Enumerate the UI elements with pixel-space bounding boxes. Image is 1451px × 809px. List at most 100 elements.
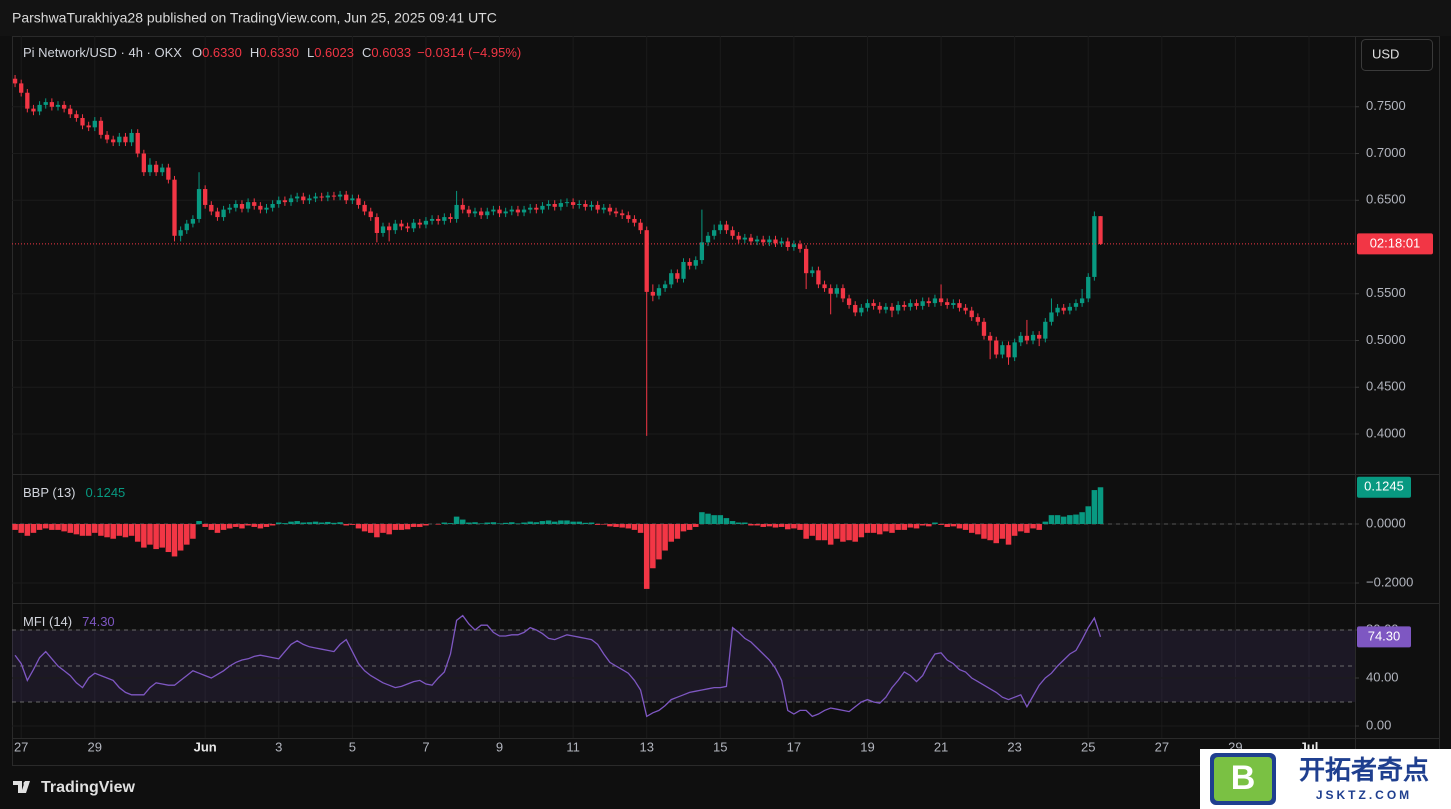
histogram-bar [594, 524, 601, 525]
histogram-bar [527, 521, 533, 525]
histogram-bar [735, 522, 742, 525]
x-tick-label: 3 [275, 739, 282, 754]
logo-dot [23, 781, 28, 786]
histogram-bar [938, 524, 944, 525]
histogram-bar [705, 513, 711, 525]
histogram-bar [815, 524, 822, 541]
candle-body [736, 235, 741, 240]
candle-body [834, 288, 839, 294]
candle-body [705, 235, 711, 243]
histogram-bar [1067, 515, 1073, 525]
candle-body [147, 164, 153, 173]
histogram-bar [282, 523, 288, 525]
candle-body [1000, 345, 1005, 355]
histogram-bar [153, 524, 159, 550]
candle-body [546, 204, 551, 206]
histogram-bar [1073, 514, 1079, 525]
candle-body [528, 207, 533, 210]
histogram-bar [294, 521, 300, 525]
candle-body [429, 218, 435, 221]
candle-body [31, 108, 36, 112]
candle-body [344, 194, 349, 201]
histogram-bar [913, 524, 920, 529]
histogram-bar [122, 524, 129, 538]
histogram-bar [159, 524, 166, 548]
histogram-bar [361, 524, 368, 532]
legend-ohlc-value: 0.6023 [314, 45, 354, 60]
histogram-bar [656, 524, 662, 560]
histogram-bar [1060, 516, 1067, 525]
candle-body [987, 335, 993, 341]
candle-body [779, 241, 784, 244]
histogram-bar [601, 524, 607, 525]
candle-body [1067, 306, 1072, 311]
histogram-bar [18, 524, 24, 533]
candle-body [442, 217, 447, 221]
histogram-bar [919, 524, 926, 526]
overlay: 27 29 Jun 3 5 7 9 11 13 15 17 19 21 23 25 27 29 Jul0.7500… [14, 45, 1433, 754]
histogram-bar [380, 524, 386, 533]
histogram-bar [662, 524, 668, 551]
candle-body [203, 189, 208, 205]
candle-body [681, 261, 686, 279]
candle-body [1037, 334, 1042, 339]
last-value-tag [1357, 626, 1411, 648]
candle-body [607, 207, 613, 212]
histogram-bar [233, 524, 239, 527]
candle-body [472, 211, 478, 214]
candle-body [331, 195, 337, 197]
histogram-bar [79, 524, 86, 536]
histogram-bar [435, 524, 441, 525]
histogram-bar [202, 524, 208, 527]
candle-body [650, 291, 655, 296]
candle-body [19, 83, 24, 93]
last-value-label: 0.1245 [1364, 479, 1404, 494]
histogram-bar [1079, 512, 1085, 525]
candle-body [49, 102, 55, 107]
candle-body [1006, 345, 1011, 358]
histogram-bar [1036, 524, 1042, 530]
x-tick-label: 7 [422, 739, 429, 754]
histogram-bar [1024, 524, 1030, 533]
histogram-bar [472, 522, 478, 525]
histogram-bar [631, 524, 638, 530]
histogram-bar [1048, 515, 1055, 525]
currency-button[interactable] [1361, 39, 1433, 71]
candle-body [319, 196, 324, 198]
candle-body [601, 207, 606, 210]
currency-label[interactable]: USD [1372, 46, 1399, 61]
legend-change: −0.0314 (−4.95%) [417, 45, 521, 60]
histogram-bar [42, 524, 49, 529]
histogram-bar [288, 521, 294, 525]
candle-body [307, 198, 312, 201]
candle-body [399, 223, 404, 227]
histogram-bar [901, 524, 908, 530]
histogram-bar [98, 524, 104, 536]
candle-body [773, 239, 778, 244]
histogram-bar [49, 524, 55, 530]
candle-body [356, 198, 361, 205]
histogram-bar [643, 524, 650, 589]
histogram-bar [367, 524, 374, 533]
histogram-bar [895, 524, 901, 530]
histogram-bar [30, 524, 37, 533]
histogram-bar [478, 523, 484, 525]
y-tick-label: 0.0000 [1366, 515, 1406, 530]
candle-body [748, 237, 754, 242]
candle-body [25, 92, 30, 109]
candle-body [37, 104, 42, 112]
candle-body [104, 134, 110, 140]
histogram-bar [386, 524, 392, 535]
candle-body [1043, 321, 1048, 339]
x-tick-label: 29 [88, 739, 102, 754]
candle-body [509, 209, 514, 212]
histogram-bar [840, 524, 846, 542]
candle-body [209, 204, 214, 212]
candle-body [816, 270, 821, 285]
histogram-bar [331, 522, 337, 525]
histogram-bar [147, 524, 153, 545]
candle-body [68, 108, 73, 115]
histogram-bar [987, 524, 993, 541]
candle-body [945, 302, 950, 305]
